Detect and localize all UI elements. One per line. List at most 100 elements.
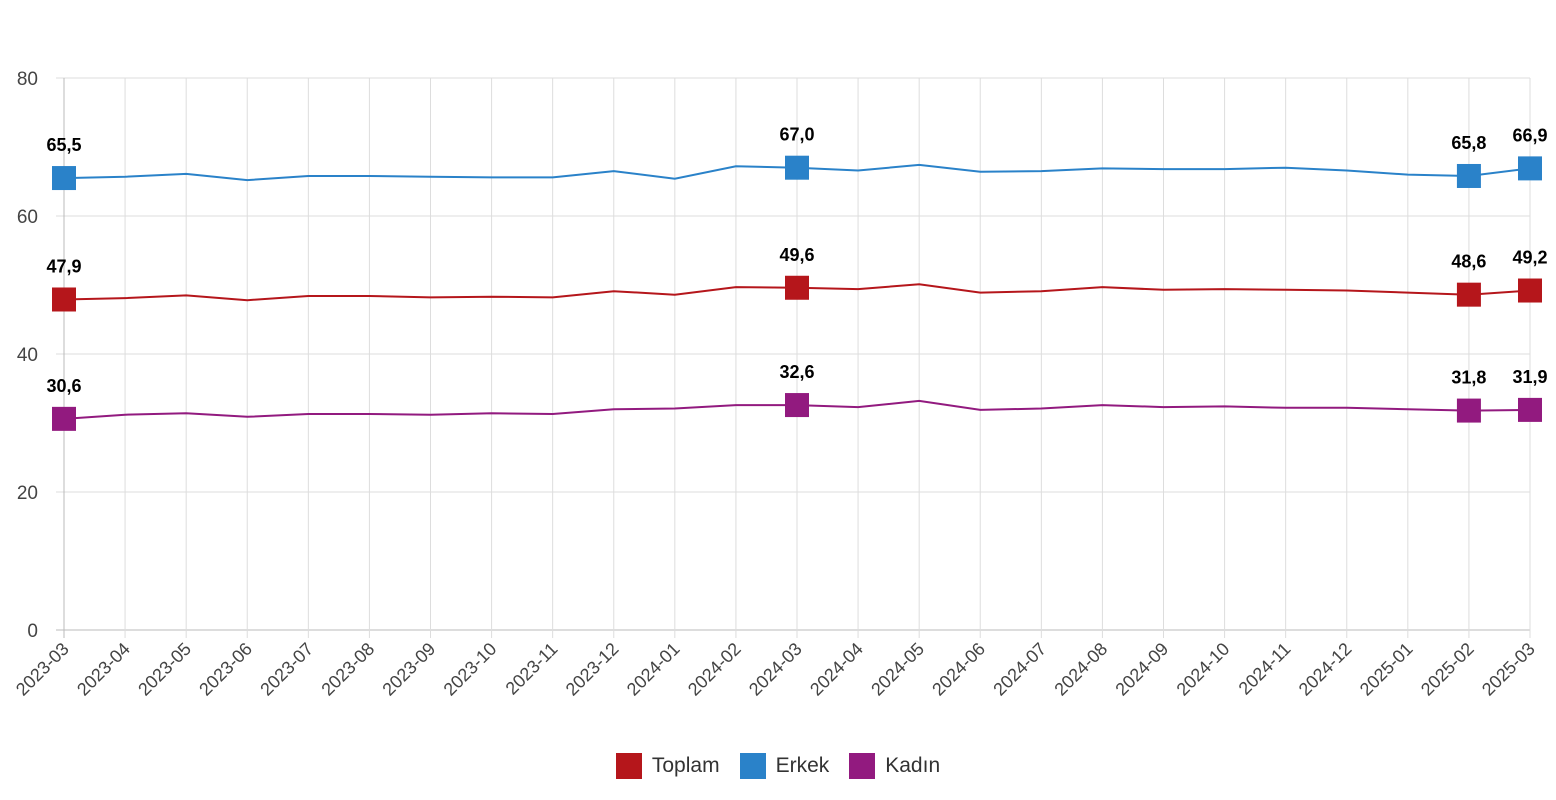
- data-point: [1100, 285, 1105, 290]
- data-point: [306, 294, 311, 299]
- data-point: [306, 173, 311, 178]
- y-tick-label: 80: [17, 69, 38, 90]
- x-tick-label: 2024-06: [928, 639, 989, 700]
- data-point: [917, 398, 922, 403]
- data-marker: [1456, 163, 1481, 188]
- data-point: [978, 169, 983, 174]
- x-tick-label: 2025-02: [1417, 639, 1478, 700]
- data-point: [1344, 168, 1349, 173]
- x-tick-label: 2023-11: [502, 639, 562, 699]
- data-label: 65,5: [46, 135, 81, 155]
- legend-item-toplam[interactable]: Toplam: [615, 753, 720, 779]
- data-marker: [52, 406, 76, 431]
- data-label: 49,2: [1512, 248, 1547, 268]
- x-tick-label: 2023-08: [317, 639, 378, 700]
- legend-swatch-toplam: [615, 753, 642, 779]
- data-point: [367, 412, 372, 417]
- data-point: [1161, 167, 1166, 172]
- data-label: 31,9: [1512, 367, 1547, 387]
- data-point: [428, 174, 433, 179]
- x-tick-label: 2023-06: [195, 639, 256, 700]
- data-point: [184, 411, 189, 416]
- x-tick-label: 2024-02: [684, 639, 745, 700]
- x-tick-label: 2024-01: [623, 639, 684, 700]
- legend-label: Erkek: [775, 754, 830, 777]
- data-point: [978, 407, 983, 412]
- data-marker: [785, 393, 809, 418]
- x-tick-label: 2024-09: [1111, 639, 1172, 700]
- data-point: [1100, 403, 1105, 408]
- data-point: [550, 175, 555, 180]
- data-point: [733, 403, 738, 408]
- data-point: [1161, 287, 1166, 292]
- data-point: [733, 164, 738, 169]
- data-point: [1100, 166, 1105, 171]
- data-point: [917, 282, 922, 287]
- data-point: [1039, 406, 1044, 411]
- x-tick-label: 2023-04: [73, 639, 134, 700]
- x-tick-label: 2024-12: [1295, 639, 1356, 700]
- data-point: [245, 178, 250, 183]
- data-point: [1039, 169, 1044, 174]
- data-point: [1283, 287, 1288, 292]
- x-tick-label: 2024-08: [1050, 639, 1111, 700]
- legend-item-erkek[interactable]: Erkek: [739, 753, 830, 779]
- x-tick-label: 2025-03: [1478, 639, 1539, 700]
- data-label: 32,6: [779, 362, 814, 382]
- data-point: [1405, 290, 1410, 295]
- data-point: [1344, 405, 1349, 410]
- data-point: [1405, 407, 1410, 412]
- data-point: [672, 406, 677, 411]
- x-tick-label: 2024-05: [867, 639, 928, 700]
- data-label: 66,9: [1512, 125, 1547, 145]
- data-point: [611, 407, 616, 412]
- data-marker: [52, 287, 76, 312]
- data-marker: [1456, 398, 1481, 423]
- data-label: 47,9: [46, 256, 81, 276]
- data-point: [550, 412, 555, 417]
- data-marker: [1518, 156, 1542, 181]
- data-point: [428, 295, 433, 300]
- x-tick-label: 2023-07: [256, 639, 317, 700]
- data-marker: [785, 155, 809, 180]
- data-point: [611, 169, 616, 174]
- data-point: [489, 411, 494, 416]
- data-point: [1222, 167, 1227, 172]
- data-label: 48,6: [1451, 252, 1486, 272]
- data-point: [489, 294, 494, 299]
- data-point: [1283, 405, 1288, 410]
- x-tick-label: 2024-10: [1173, 639, 1234, 700]
- legend-swatch-erkek: [739, 753, 766, 779]
- y-tick-label: 40: [17, 345, 38, 366]
- data-point: [550, 295, 555, 300]
- data-point: [184, 293, 189, 298]
- data-point: [672, 176, 677, 181]
- x-tick-label: 2025-01: [1356, 639, 1417, 700]
- data-marker: [1518, 397, 1542, 422]
- data-point: [611, 289, 616, 294]
- y-tick-label: 60: [17, 207, 38, 228]
- y-tick-label: 20: [17, 483, 38, 504]
- x-tick-label: 2024-07: [989, 639, 1050, 700]
- x-tick-label: 2023-03: [12, 639, 73, 700]
- data-label: 31,8: [1451, 368, 1486, 388]
- data-marker: [1456, 282, 1481, 307]
- data-point: [367, 294, 372, 299]
- data-point: [856, 287, 861, 292]
- data-point: [306, 412, 311, 417]
- legend-item-kadin[interactable]: Kadın: [849, 753, 940, 779]
- data-point: [733, 285, 738, 290]
- x-tick-label: 2023-12: [562, 639, 623, 700]
- legend-swatch-kadin: [849, 753, 876, 779]
- legend-label: Kadın: [885, 754, 941, 777]
- data-point: [1283, 165, 1288, 170]
- data-label: 65,8: [1451, 133, 1486, 153]
- y-tick-label: 0: [27, 621, 38, 642]
- data-point: [245, 414, 250, 419]
- x-tick-label: 2023-05: [134, 639, 195, 700]
- data-point: [123, 412, 128, 417]
- data-point: [1039, 289, 1044, 294]
- x-tick-label: 2023-10: [440, 639, 501, 700]
- data-point: [978, 290, 983, 295]
